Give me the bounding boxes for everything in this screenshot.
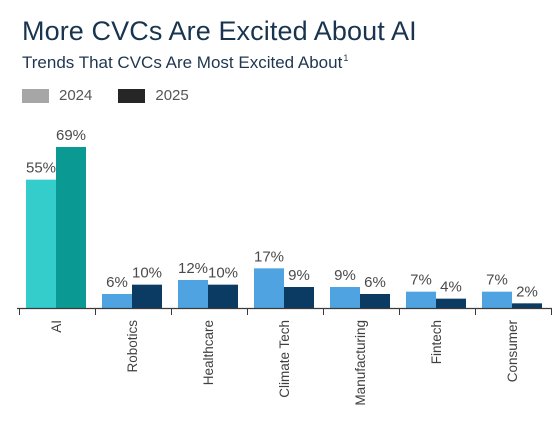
bar-manufacturing-2024 [330,287,360,308]
category-label-ai: AI [49,320,64,333]
data-label-ai-2025: 69% [56,127,86,144]
data-label-robotics-2025: 10% [132,265,162,282]
bar-ai-2025 [56,147,86,308]
data-label-robotics-2024: 6% [106,274,128,291]
data-label-healthcare-2024: 12% [178,260,208,277]
data-label-climate-tech-2025: 9% [288,267,310,284]
data-label-healthcare-2025: 10% [208,265,238,282]
bar-consumer-2025 [512,303,542,308]
chart-title: More CVCs Are Excited About AI [22,16,417,46]
bar-robotics-2024 [102,294,132,308]
category-label-manufacturing: Manufacturing [353,320,368,406]
data-label-consumer-2024: 7% [486,272,508,289]
footnote-mark: 1 [343,53,349,64]
bar-manufacturing-2025 [360,294,390,308]
category-label-consumer: Consumer [505,320,520,383]
data-label-climate-tech-2024: 17% [254,248,284,265]
bar-fintech-2024 [406,291,436,308]
data-label-manufacturing-2025: 6% [364,274,386,291]
data-label-consumer-2025: 2% [516,283,538,300]
category-label-fintech: Fintech [429,320,444,364]
bar-healthcare-2025 [208,284,238,308]
data-label-fintech-2025: 4% [440,279,462,296]
bar-healthcare-2024 [178,280,208,308]
data-label-fintech-2024: 7% [410,272,432,289]
legend-label-2024: 2024 [59,87,93,104]
legend-swatch-2025 [118,88,146,103]
bar-climate-tech-2025 [284,287,314,308]
bar-ai-2024 [26,179,56,308]
legend-swatch-2024 [22,88,49,103]
bar-fintech-2025 [436,298,466,308]
category-label-climate-tech: Climate Tech [277,320,292,398]
bar-climate-tech-2024 [254,268,284,308]
bar-consumer-2024 [482,291,512,308]
data-label-ai-2024: 55% [26,160,56,177]
legend: 2024 2025 [22,87,215,104]
legend-label-2025: 2025 [155,87,189,104]
legend-item-2025: 2025 [118,87,189,104]
bar-robotics-2025 [132,284,162,308]
legend-item-2024: 2024 [22,87,92,104]
category-label-healthcare: Healthcare [201,320,216,385]
category-label-robotics: Robotics [125,320,140,373]
subtitle-text: Trends That CVCs Are Most Excited About [22,53,343,72]
chart-subtitle: Trends That CVCs Are Most Excited About1 [22,53,348,73]
data-label-manufacturing-2024: 9% [334,267,356,284]
